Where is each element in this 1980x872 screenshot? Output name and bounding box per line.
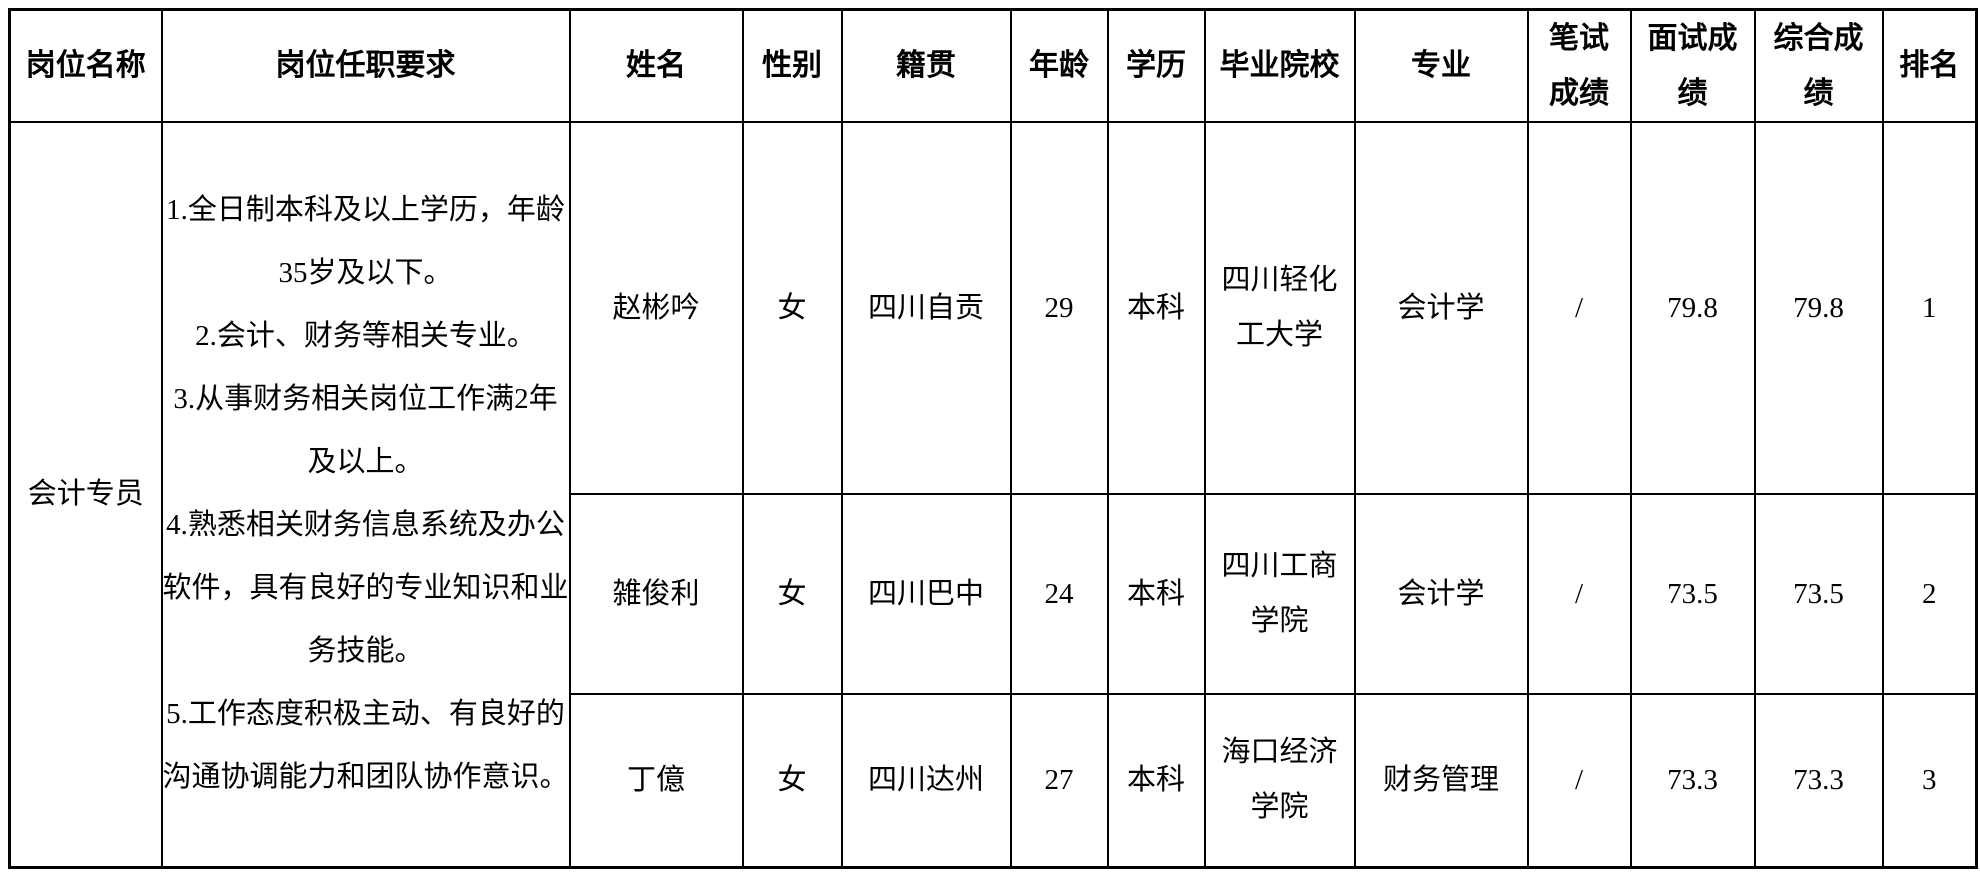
candidate-age: 29 xyxy=(1009,121,1109,495)
requirement-line: 沟通协调能力和团队协作意识。 xyxy=(162,761,569,794)
header-major: 专业 xyxy=(1353,8,1529,123)
candidate-written-score: / xyxy=(1526,493,1632,695)
position-requirements-cell: 1.全日制本科及以上学历，年龄 35岁及以下。 2.会计、财务等相关专业。 3.… xyxy=(160,121,571,868)
header-requirements: 岗位任职要求 xyxy=(160,8,571,123)
candidate-age: 27 xyxy=(1009,693,1109,868)
requirement-line: 4.熟悉相关财务信息系统及办公 xyxy=(166,509,565,542)
header-gender: 性别 xyxy=(741,8,843,123)
header-written-score: 笔试 成绩 xyxy=(1526,8,1632,123)
requirement-line: 软件，具有良好的专业知识和业 xyxy=(162,572,569,605)
candidate-hometown: 四川自贡 xyxy=(840,121,1012,495)
candidate-rank: 3 xyxy=(1881,693,1978,868)
requirement-line: 3.从事财务相关岗位工作满2年 xyxy=(173,383,558,416)
header-interview-score: 面试成 绩 xyxy=(1629,8,1756,123)
header-overall-score: 综合成 绩 xyxy=(1753,8,1884,123)
candidate-rank: 1 xyxy=(1881,121,1978,495)
candidate-gender: 女 xyxy=(741,121,843,495)
candidate-written-score: / xyxy=(1526,121,1632,495)
candidate-overall-score: 73.5 xyxy=(1753,493,1884,695)
candidate-interview-score: 73.5 xyxy=(1629,493,1756,695)
candidate-school-line2: 学院 xyxy=(1250,605,1309,637)
header-interview-score-line2: 绩 xyxy=(1677,77,1708,110)
candidate-school-line1: 四川轻化 xyxy=(1221,264,1338,296)
position-name-cell: 会计专员 xyxy=(8,121,163,868)
candidate-school-line2: 学院 xyxy=(1250,791,1309,824)
header-overall-score-line2: 绩 xyxy=(1803,77,1834,110)
candidate-school: 四川轻化 工大学 xyxy=(1203,121,1356,495)
header-education: 学历 xyxy=(1106,8,1206,123)
candidate-school: 四川工商 学院 xyxy=(1203,493,1356,695)
candidate-school-line1: 四川工商 xyxy=(1221,550,1338,582)
candidate-major: 会计学 xyxy=(1353,121,1529,495)
candidate-education: 本科 xyxy=(1106,121,1206,495)
candidate-overall-score: 79.8 xyxy=(1753,121,1884,495)
header-row: 岗位名称 岗位任职要求 姓名 性别 籍贯 年龄 学历 毕业院校 专业 笔试 成绩… xyxy=(8,8,1978,123)
candidate-hometown: 四川巴中 xyxy=(840,493,1012,695)
header-school: 毕业院校 xyxy=(1203,8,1356,123)
candidate-overall-score: 73.3 xyxy=(1753,693,1884,868)
candidate-hometown: 四川达州 xyxy=(840,693,1012,868)
recruitment-result-table: 岗位名称 岗位任职要求 姓名 性别 籍贯 年龄 学历 毕业院校 专业 笔试 成绩… xyxy=(8,8,1979,869)
requirement-line: 及以上。 xyxy=(307,446,424,479)
candidate-interview-score: 73.3 xyxy=(1629,693,1756,868)
header-written-score-line2: 成绩 xyxy=(1549,77,1610,110)
header-overall-score-line1: 综合成 xyxy=(1773,22,1864,55)
candidate-name: 赵彬吟 xyxy=(568,121,744,495)
candidate-written-score: / xyxy=(1526,693,1632,868)
candidate-school: 海口经济 学院 xyxy=(1203,693,1356,868)
candidate-interview-score: 79.8 xyxy=(1629,121,1756,495)
candidate-education: 本科 xyxy=(1106,493,1206,695)
candidate-gender: 女 xyxy=(741,493,843,695)
candidate-major: 财务管理 xyxy=(1353,693,1529,868)
candidate-row: 会计专员 1.全日制本科及以上学历，年龄 35岁及以下。 2.会计、财务等相关专… xyxy=(8,121,1978,868)
candidate-row: 丁億 女 四川达州 27 本科 海口经济 学院 财务管理 / 73.3 73.3… xyxy=(10,693,1978,868)
candidate-name: 雑俊利 xyxy=(568,493,744,695)
header-age: 年龄 xyxy=(1009,8,1109,123)
header-rank: 排名 xyxy=(1881,8,1978,123)
candidate-row: 雑俊利 女 四川巴中 24 本科 四川工商 学院 会计学 / 73.5 73.5… xyxy=(10,493,1978,695)
requirement-line: 35岁及以下。 xyxy=(278,257,453,290)
candidate-school-line1: 海口经济 xyxy=(1221,736,1338,769)
requirement-line: 务技能。 xyxy=(307,635,424,668)
header-name: 姓名 xyxy=(568,8,744,123)
candidate-education: 本科 xyxy=(1106,693,1206,868)
requirement-line: 1.全日制本科及以上学历，年龄 xyxy=(166,194,565,227)
requirement-line: 2.会计、财务等相关专业。 xyxy=(195,320,536,353)
candidate-name: 丁億 xyxy=(568,693,744,868)
candidate-school-line2: 工大学 xyxy=(1236,319,1324,351)
header-hometown: 籍贯 xyxy=(840,8,1012,123)
candidate-major: 会计学 xyxy=(1353,493,1529,695)
candidate-rank: 2 xyxy=(1881,493,1978,695)
requirement-line: 5.工作态度积极主动、有良好的 xyxy=(166,698,565,731)
header-interview-score-line1: 面试成 xyxy=(1647,22,1738,55)
candidate-gender: 女 xyxy=(741,693,843,868)
header-position: 岗位名称 xyxy=(8,8,163,123)
candidate-age: 24 xyxy=(1009,493,1109,695)
header-written-score-line1: 笔试 xyxy=(1549,22,1610,55)
